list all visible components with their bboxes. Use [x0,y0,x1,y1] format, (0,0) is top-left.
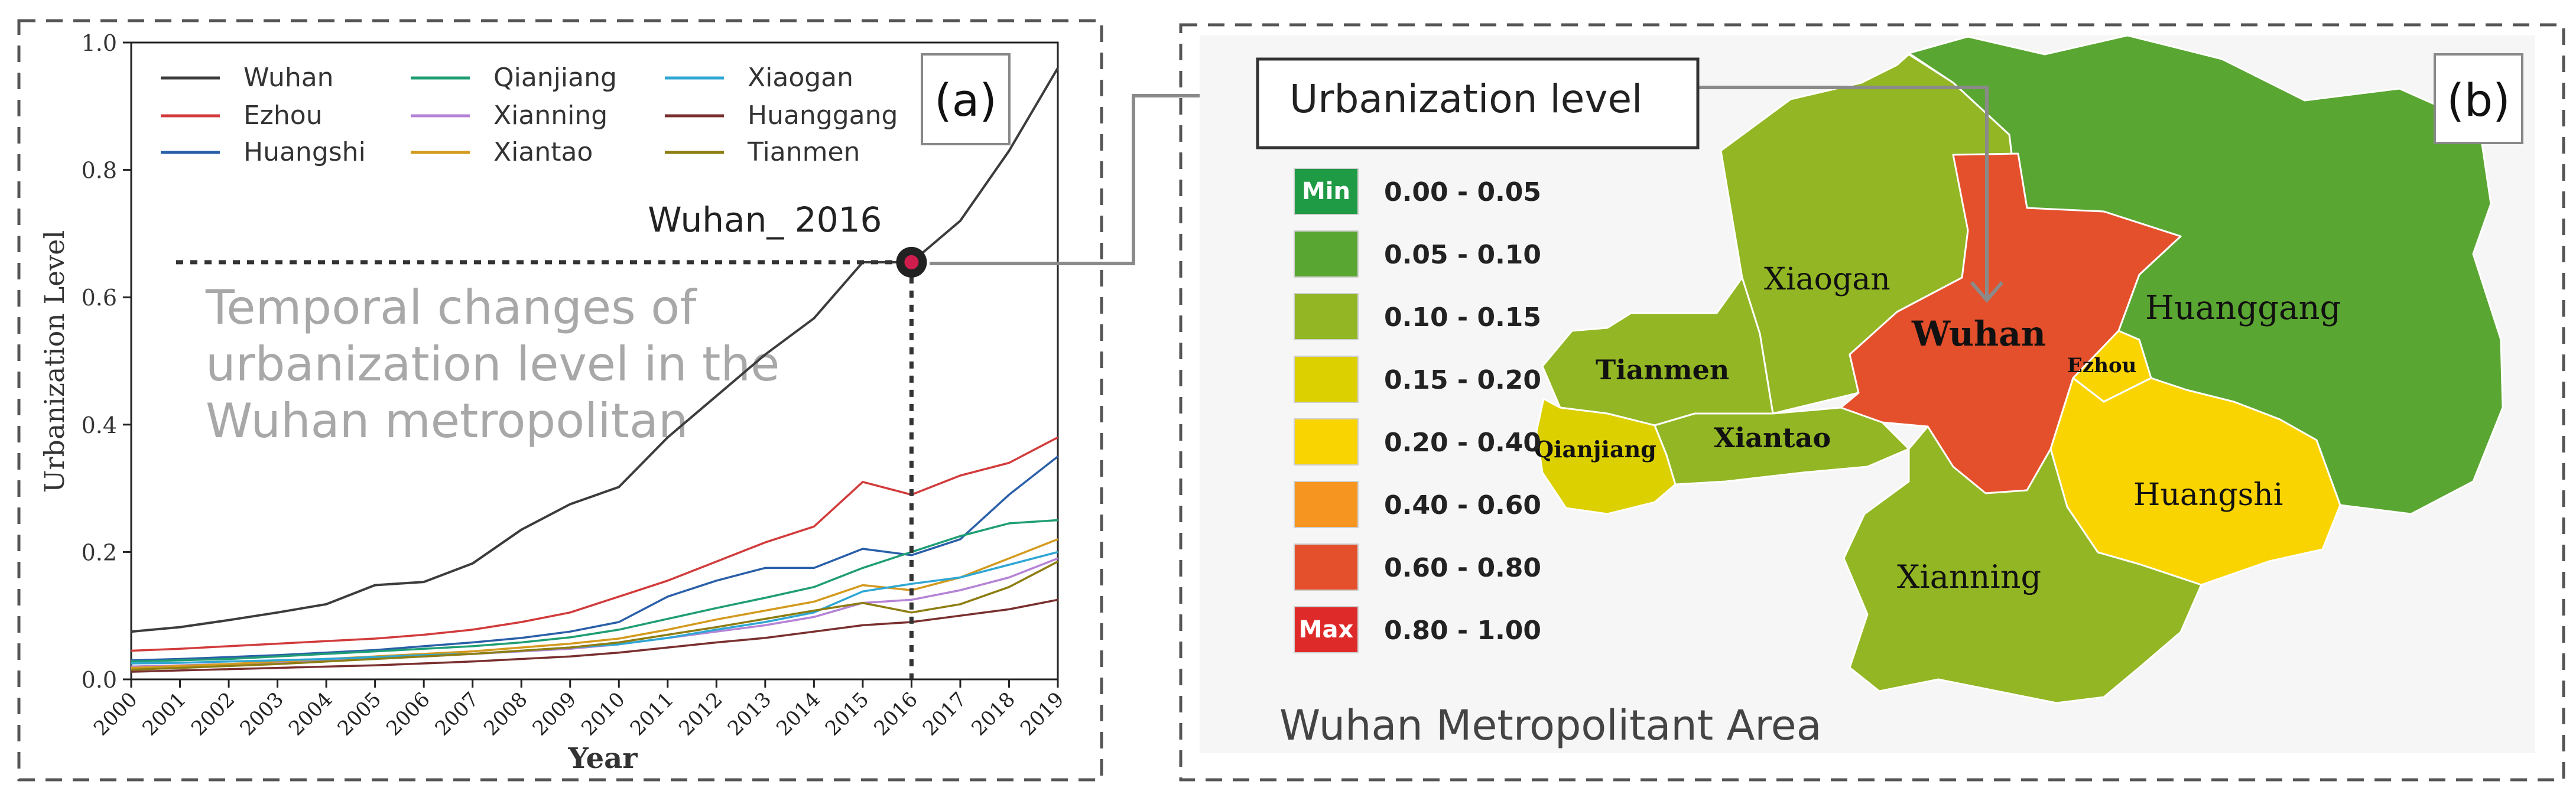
map-title: Wuhan Metropolitant Area [1279,701,1822,750]
annotation-line-3: Wuhan metropolitan [206,393,688,448]
legend-swatch [1294,543,1359,591]
legend-range: 0.60 - 0.80 [1384,553,1541,583]
legend-swatch [1294,481,1359,528]
annotation-text: Temporal changes of urbanization level i… [205,280,779,448]
region-label-wuhan: Wuhan [1911,314,2046,354]
legend-to-wuhan-arrow [1698,86,2004,303]
region-label-xiantao: Xiantao [1714,422,1831,454]
x-tick-label: 2016 [869,688,922,740]
panel-b-label: (b) [2447,74,2510,126]
series-lines [131,67,1059,673]
x-tick-label: 2014 [772,688,824,740]
y-tick-label: 0.8 [82,158,117,184]
y-tick-label: 0.6 [82,285,117,311]
x-axis: 2000200120022003200420052006200720082009… [89,679,1068,741]
region-xianning [1843,425,2203,704]
region-label-huanggang: Huanggang [2145,289,2341,327]
x-tick-label: 2006 [382,688,434,740]
series-line-qianjiang [131,519,1058,663]
line-chart: 0.00.20.40.60.81.0 200020012002200320042… [38,30,1068,775]
y-tick-label: 0.4 [82,412,117,438]
legend-label-wuhan: Wuhan [243,63,334,93]
region-label-qianjiang: Qianjiang [1534,436,1656,463]
panel-b-frame [1179,23,2565,782]
region-label-xiaogan: Xiaogan [1764,262,1890,297]
legend-swatch [1294,418,1359,466]
legend-swatch [1294,293,1359,340]
legend-label-huangshi: Huangshi [243,137,366,167]
x-tick-label: 2019 [1016,688,1068,740]
legend-range: 0.15 - 0.20 [1384,365,1541,395]
legend: Wuhan Ezhou Huangshi Qianjiang Xianning Xiant… [161,63,898,167]
region-qianjiang [1535,398,1677,515]
y-axis: 0.0 0.2 0.4 0.6 0.8 1.0 [82,30,131,693]
region-xiantao [1654,406,1910,486]
legend-badge: Min [1302,178,1350,205]
legend-title: Urbanization level [1289,76,1642,122]
x-tick-label: 2003 [235,688,288,740]
legend-title-box [1256,57,1700,149]
panel-b-label-box [2434,53,2523,144]
x-tick-label: 2001 [138,688,190,740]
x-tick-label: 2007 [431,688,483,740]
x-tick-label: 2018 [967,688,1019,740]
x-tick-label: 2012 [674,688,727,740]
x-tick-label: 2015 [821,688,873,740]
legend-label-tianmen: Tianmen [747,137,860,167]
region-label-tianmen: Tianmen [1596,354,1729,386]
x-tick-label: 2008 [479,688,532,740]
legend-range: 0.10 - 0.15 [1384,302,1541,333]
plot-area [130,41,1059,681]
legend-range: 0.00 - 0.05 [1384,177,1541,207]
x-tick-label: 2017 [918,688,971,740]
annotation-line-1: Temporal changes of [205,280,697,335]
highlight-label: Wuhan_ 2016 [648,200,882,240]
map-panel: Wuhan Huanggang Xiaogan Tianmen Xiantao … [1200,34,2535,753]
legend-label-xianning: Xianning [493,100,608,131]
x-tick-label: 2010 [577,688,629,740]
legend-range: 0.80 - 1.00 [1384,616,1541,646]
y-tick-label: 0.2 [82,539,117,565]
legend-label-qianjiang: Qianjiang [493,63,617,93]
legend-swatch [1294,606,1359,653]
annotation-line-2: urbanization level in the [206,337,779,392]
x-tick-label: 2004 [284,688,337,740]
legend-label-xiaogan: Xiaogan [748,63,853,93]
legend-swatch [1294,230,1359,278]
legend-range: 0.40 - 0.60 [1384,490,1541,520]
region-label-huangshi: Huangshi [2133,477,2283,513]
map-regions [1535,34,2504,704]
y-tick-label: 0.0 [82,667,117,693]
x-tick-label: 2009 [528,688,581,740]
panel-a-label: (a) [934,74,997,126]
legend-label-ezhou: Ezhou [243,100,323,131]
series-line-ezhou [131,436,1058,652]
region-label-xianning: Xianning [1897,558,2041,595]
x-tick-label: 2000 [89,688,142,740]
map-labels: Wuhan Huanggang Xiaogan Tianmen Xiantao … [1534,262,2341,595]
series-line-huanggang [131,598,1058,673]
region-label-ezhou: Ezhou [2067,354,2136,377]
legend-range: 0.05 - 0.10 [1384,240,1541,270]
legend-range: 0.20 - 0.40 [1384,428,1541,458]
x-tick-label: 2005 [333,688,386,740]
panel-a-frame [17,19,1103,782]
legend-label-xiantao: Xiantao [493,137,593,167]
x-tick-label: 2002 [187,688,239,740]
panel-a-label-box [921,53,1011,145]
map-legend: Min 0.00 - 0.05 0.05 - 0.10 0.10 - 0.15 0.15… [1294,168,1541,653]
legend-swatch [1294,356,1359,403]
x-tick-label: 2013 [723,688,776,740]
legend-swatch [1294,168,1359,215]
y-axis-label: Urbanization Level [38,230,70,493]
legend-badge: Max [1299,616,1354,643]
legend-label-huanggang: Huanggang [748,100,898,131]
y-tick-label: 1.0 [82,30,117,56]
series-line-tianmen [131,561,1058,671]
x-axis-label: Year [567,742,638,775]
x-tick-label: 2011 [626,688,678,740]
highlight-point [904,255,919,269]
